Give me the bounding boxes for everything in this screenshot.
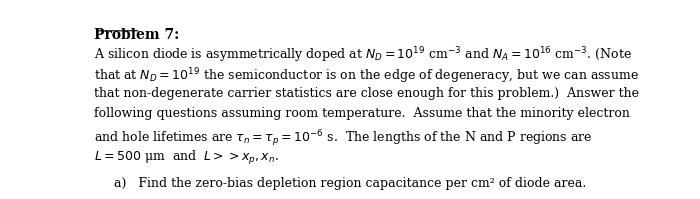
Text: following questions assuming room temperature.  Assume that the minority electro: following questions assuming room temper… (94, 107, 630, 120)
Text: Problem 7:: Problem 7: (94, 28, 179, 42)
Text: $L = 500$ μm  and  $L >> x_p, x_n$.: $L = 500$ μm and $L >> x_p, x_n$. (94, 149, 279, 167)
Text: that non-degenerate carrier statistics are close enough for this problem.)  Answ: that non-degenerate carrier statistics a… (94, 87, 639, 100)
Text: and hole lifetimes are $\tau_n = \tau_p = 10^{-6}$ s.  The lengths of the N and : and hole lifetimes are $\tau_n = \tau_p … (94, 128, 593, 149)
Text: A silicon diode is asymmetrically doped at $N_D = 10^{19}$ cm$^{-3}$ and $N_A = : A silicon diode is asymmetrically doped … (94, 45, 632, 65)
Text: b)   Find the depletion capacitance at $V_A = -5$ V (reverse biased).: b) Find the depletion capacitance at $V_… (113, 198, 533, 199)
Text: that at $N_D = 10^{19}$ the semiconductor is on the edge of degeneracy, but we c: that at $N_D = 10^{19}$ the semiconducto… (94, 66, 639, 86)
Text: a)   Find the zero-bias depletion region capacitance per cm² of diode area.: a) Find the zero-bias depletion region c… (113, 177, 586, 190)
